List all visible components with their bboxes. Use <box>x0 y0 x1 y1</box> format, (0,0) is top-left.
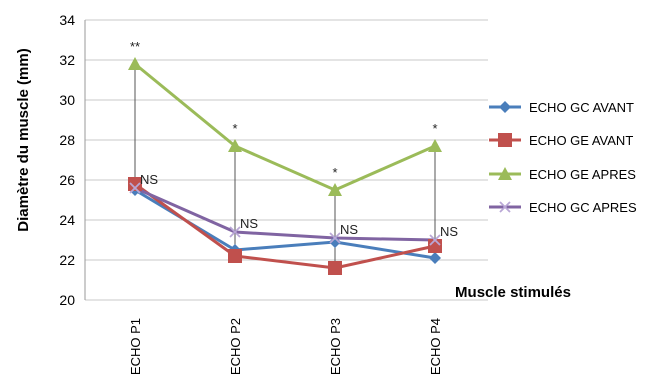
data-point <box>498 167 512 180</box>
data-point <box>499 101 511 113</box>
significance-mark: * <box>232 121 237 136</box>
legend-label: ECHO GE APRES <box>529 167 636 182</box>
legend-label: ECHO GE AVANT <box>529 133 633 148</box>
ns-label: NS <box>140 172 158 187</box>
x-tick-label: ECHO P4 <box>428 318 443 375</box>
data-point <box>499 201 511 213</box>
y-tick-label: 20 <box>59 292 75 308</box>
y-tick-label: 34 <box>59 12 75 28</box>
significance-mark: * <box>432 121 437 136</box>
ns-label: NS <box>340 222 358 237</box>
y-tick-label: 24 <box>59 212 75 228</box>
data-point <box>498 133 512 147</box>
series-line <box>134 188 436 260</box>
data-point <box>428 139 442 152</box>
data-point <box>129 182 141 194</box>
series-line <box>134 182 436 270</box>
data-point <box>429 252 441 264</box>
y-tick-label: 28 <box>59 132 75 148</box>
x-axis-label: Muscle stimulés <box>455 284 571 301</box>
x-tick-label: ECHO P2 <box>228 318 243 375</box>
y-tick-label: 32 <box>59 52 75 68</box>
data-point <box>429 234 441 246</box>
gridlines <box>84 19 488 301</box>
y-tick-label: 30 <box>59 92 75 108</box>
series-line <box>134 186 436 242</box>
ns-label: NS <box>240 216 258 231</box>
data-point <box>128 57 142 70</box>
legend: ECHO GC AVANT ECHO GE AVANT ECHO GE APRES E… <box>489 100 637 215</box>
data-point <box>228 249 242 263</box>
significance-mark: ** <box>130 39 140 54</box>
x-axis-ticks: ECHO P1 ECHO P2 ECHO P3 ECHO P4 <box>128 318 443 375</box>
data-point <box>228 139 242 152</box>
data-point <box>328 261 342 275</box>
x-tick-label: ECHO P1 <box>128 318 143 375</box>
legend-label: ECHO GC APRES <box>529 200 637 215</box>
y-tick-label: 22 <box>59 252 75 268</box>
x-tick-label: ECHO P3 <box>328 318 343 375</box>
data-point <box>329 232 341 244</box>
legend-label: ECHO GC AVANT <box>529 100 634 115</box>
y-tick-label: 26 <box>59 172 75 188</box>
significance-mark: * <box>332 165 337 180</box>
y-axis-label: Diamètre du muscle (mm) <box>15 48 32 231</box>
ns-label: NS <box>440 224 458 239</box>
data-point <box>329 236 341 248</box>
series-line <box>134 62 436 192</box>
data-point <box>328 183 342 196</box>
data-point <box>229 226 241 238</box>
data-point <box>128 177 142 191</box>
y-axis-ticks: 20 22 24 26 28 30 32 34 <box>59 12 75 308</box>
series-group <box>128 57 442 275</box>
